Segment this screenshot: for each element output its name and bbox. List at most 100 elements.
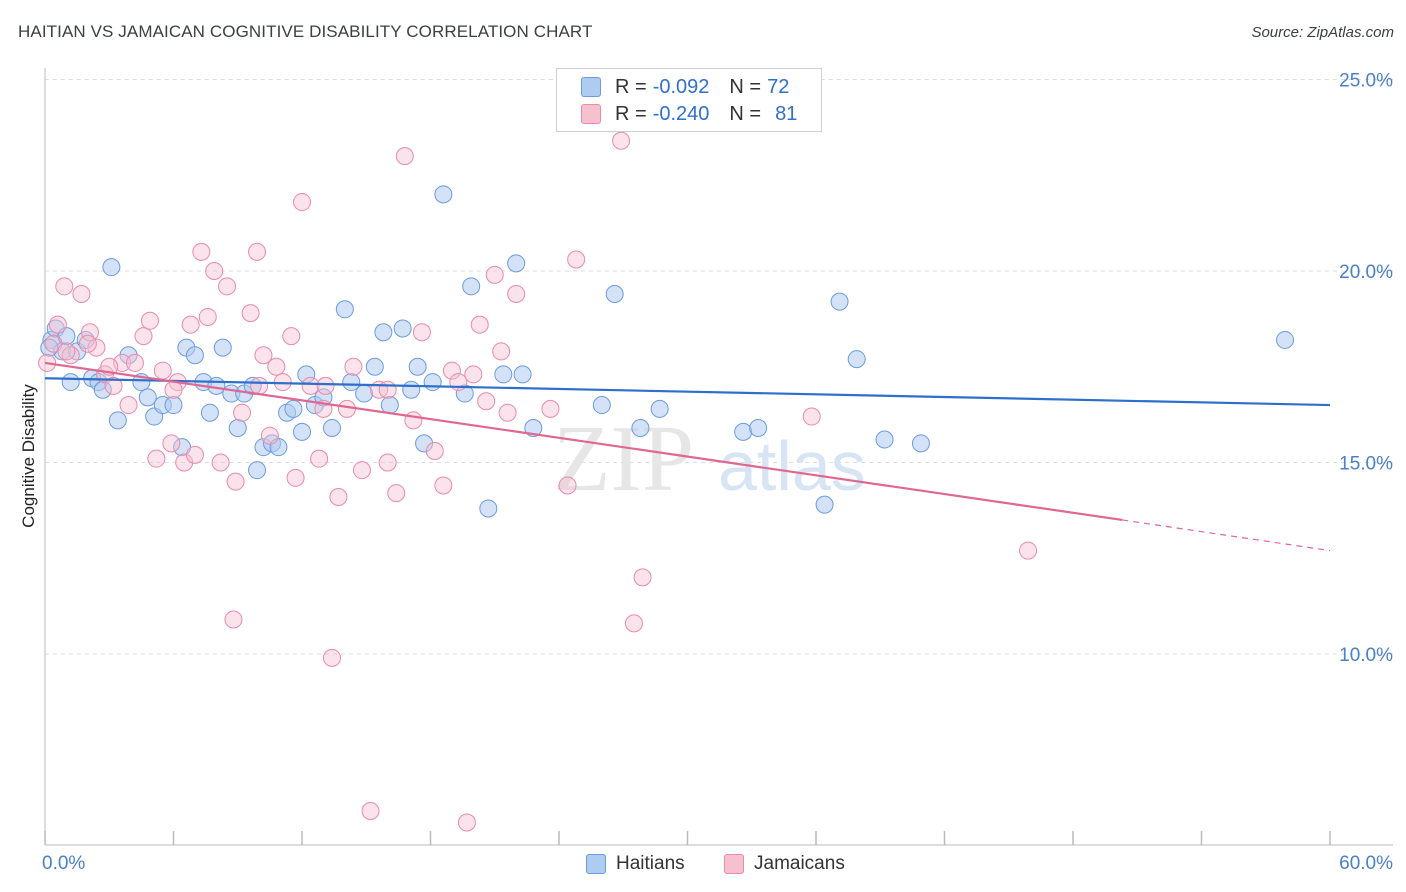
jamaicans-point xyxy=(378,453,397,472)
haitians-point xyxy=(322,419,341,438)
jamaicans-point xyxy=(104,376,123,395)
jamaicans-point xyxy=(316,376,335,395)
legend-item-haitians[interactable]: Haitians xyxy=(586,851,685,877)
haitians-point xyxy=(108,411,127,430)
legend-item-jamaicans[interactable]: Jamaicans xyxy=(724,851,845,877)
haitians-point xyxy=(479,499,498,518)
haitians-point xyxy=(393,319,412,338)
jamaicans-point xyxy=(248,242,267,261)
haitians-point xyxy=(462,277,481,296)
haitians-point xyxy=(102,258,121,277)
jamaicans-point xyxy=(147,449,166,468)
legend-haitians-label: Haitians xyxy=(616,853,685,874)
haitians-point xyxy=(248,461,267,480)
haitians-point xyxy=(455,384,474,403)
haitians-point xyxy=(434,185,453,204)
source-label: Source: ZipAtlas.com xyxy=(1251,24,1394,41)
haitians-point xyxy=(1276,330,1295,349)
jamaicans-point xyxy=(87,338,106,357)
jamaicans-point xyxy=(224,610,243,629)
watermark: ZIP atlas xyxy=(553,407,866,511)
jamaicans-point xyxy=(241,304,260,323)
jamaicans-point xyxy=(134,327,153,346)
jamaicans-point xyxy=(464,365,483,384)
haitians-swatch xyxy=(581,77,601,97)
y-axis-label: Cognitive Disability xyxy=(19,384,38,528)
jamaicans-point xyxy=(485,265,504,284)
jamaicans-point xyxy=(404,411,423,430)
haitians-point xyxy=(423,373,442,392)
haitians-point xyxy=(911,434,930,453)
jamaicans-point xyxy=(567,250,586,269)
haitians-trend-line xyxy=(44,377,1331,407)
jamaicans-point xyxy=(260,426,279,445)
jamaicans-n-value: 81 xyxy=(775,102,798,125)
jamaicans-point xyxy=(57,342,76,361)
jamaicans-point xyxy=(153,361,172,380)
haitians-point xyxy=(374,323,393,342)
jamaicans-point xyxy=(1019,541,1038,560)
watermark-zip: ZIP xyxy=(553,407,694,511)
haitians-point xyxy=(185,346,204,365)
jamaicans-point xyxy=(558,476,577,495)
jamaicans-point xyxy=(250,376,269,395)
jamaicans-point xyxy=(477,392,496,411)
jamaicans-r-value: -0.240 xyxy=(652,102,710,125)
jamaicans-point xyxy=(162,434,181,453)
haitians-point xyxy=(342,373,361,392)
jamaicans-point xyxy=(387,484,406,503)
jamaicans-point xyxy=(412,323,431,342)
jamaicans-point xyxy=(254,346,273,365)
y-tick-label: 20.0% xyxy=(1339,262,1393,283)
jamaicans-point xyxy=(624,614,643,633)
jamaicans-point xyxy=(78,334,97,353)
jamaicans-point xyxy=(344,357,363,376)
haitians-point xyxy=(293,422,311,441)
jamaicans-point xyxy=(612,131,631,150)
jamaicans-point xyxy=(72,284,91,303)
stats-row-haitians: R = -0.092 N = 72 xyxy=(581,74,789,100)
haitians-n-label: N = xyxy=(729,75,762,98)
jamaicans-point xyxy=(181,315,200,334)
jamaicans-point xyxy=(233,403,252,422)
jamaicans-point xyxy=(48,315,67,334)
jamaicans-swatch xyxy=(581,104,601,124)
haitians-point xyxy=(365,357,384,376)
jamaicans-point xyxy=(293,193,311,212)
jamaicans-point xyxy=(361,802,380,821)
haitians-point xyxy=(335,300,354,319)
haitians-point xyxy=(213,338,232,357)
jamaicans-trend-line xyxy=(44,361,1123,522)
jamaicans-point xyxy=(329,487,348,506)
jamaicans-point xyxy=(164,380,183,399)
jamaicans-point xyxy=(541,399,560,418)
haitians-point xyxy=(164,396,183,415)
legend-haitians-swatch xyxy=(586,854,606,874)
haitians-point xyxy=(355,384,374,403)
jamaicans-n-label: N = xyxy=(729,102,762,125)
grid-lines xyxy=(45,79,1393,655)
jamaicans-point xyxy=(125,353,144,372)
haitians-point xyxy=(592,396,611,415)
jamaicans-point xyxy=(119,396,138,415)
haitians-n-value: 72 xyxy=(767,75,790,98)
jamaicans-point xyxy=(378,380,397,399)
jamaicans-point xyxy=(205,262,224,280)
jamaicans-points xyxy=(38,131,1038,832)
haitians-point xyxy=(138,388,157,407)
jamaicans-point xyxy=(286,468,305,487)
jamaicans-point xyxy=(457,813,476,832)
jamaicans-point xyxy=(470,315,489,334)
haitians-point xyxy=(513,365,532,384)
jamaicans-point xyxy=(395,147,414,166)
jamaicans-point xyxy=(80,323,99,342)
jamaicans-point xyxy=(507,284,526,303)
y-tick-label: 15.0% xyxy=(1339,454,1393,475)
jamaicans-point xyxy=(301,376,320,395)
jamaicans-trend-extension xyxy=(1122,519,1331,552)
jamaicans-point xyxy=(226,472,245,491)
jamaicans-point xyxy=(425,442,444,461)
jamaicans-point xyxy=(175,453,194,472)
jamaicans-point xyxy=(492,342,511,361)
